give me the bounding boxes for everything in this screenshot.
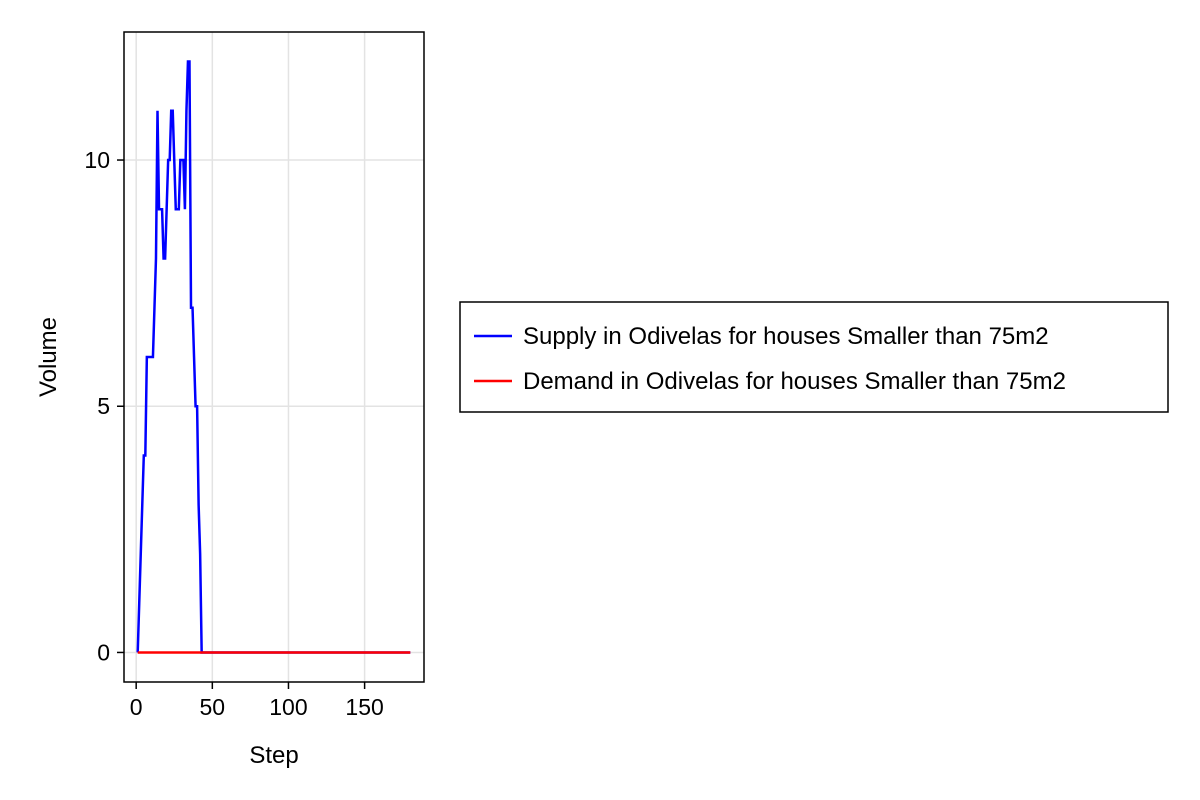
- y-tick-label: 10: [84, 147, 110, 173]
- x-tick-label: 100: [269, 694, 307, 720]
- legend: Supply in Odivelas for houses Smaller th…: [459, 301, 1169, 413]
- x-tick-label: 0: [130, 694, 143, 720]
- legend-label: Supply in Odivelas for houses Smaller th…: [523, 323, 1049, 350]
- axis-ticks: 0 50 100 150 0 5 10: [84, 147, 383, 720]
- legend-box: [459, 301, 1169, 413]
- x-axis-label: Step: [249, 742, 298, 769]
- legend-label: Demand in Odivelas for houses Smaller th…: [523, 368, 1066, 395]
- x-tick-label: 50: [200, 694, 226, 720]
- y-tick-label: 5: [97, 393, 110, 419]
- grid-lines: [124, 32, 424, 682]
- y-tick-label: 0: [97, 639, 110, 665]
- series-lines: [136, 60, 411, 654]
- x-tick-label: 150: [345, 694, 383, 720]
- series-line-supply: [136, 60, 411, 654]
- plot-frame: [123, 31, 425, 683]
- y-axis-label: Volume: [35, 317, 62, 397]
